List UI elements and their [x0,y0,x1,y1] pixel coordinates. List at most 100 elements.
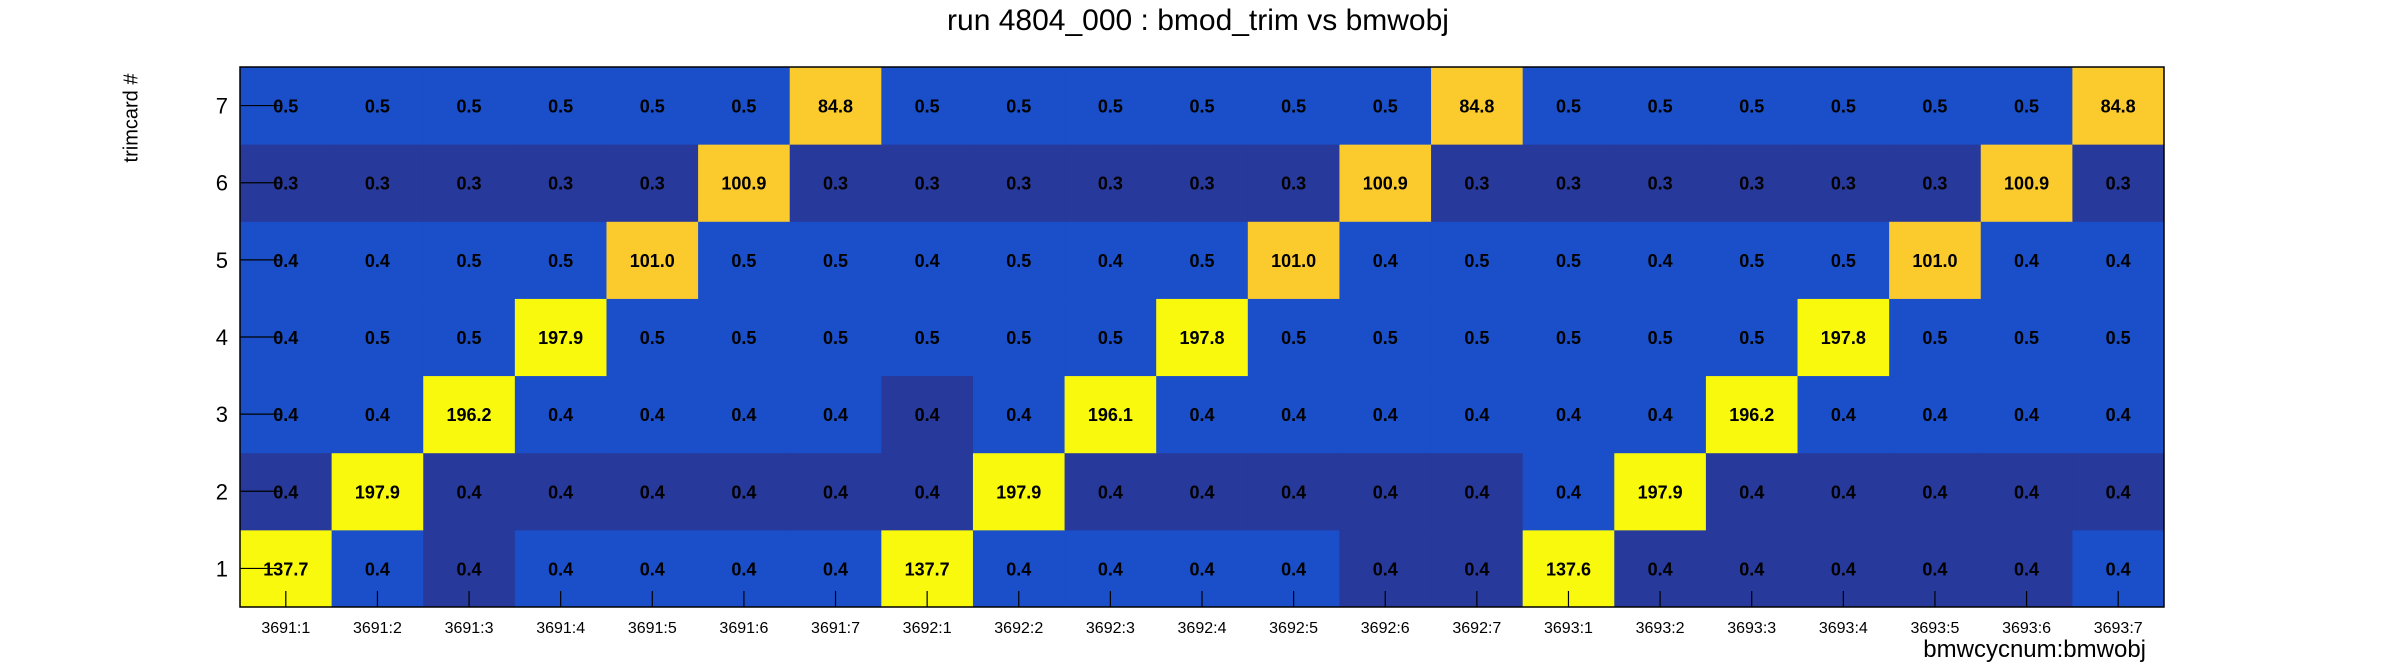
cell-value-label: 0.5 [1098,97,1123,117]
cell-value-label: 0.4 [1556,405,1581,425]
cell-value-label: 0.4 [365,251,390,271]
cell-value-label: 0.4 [1464,405,1489,425]
heatmap-cell [1705,452,1799,531]
heatmap-cell [881,67,974,145]
heatmap-cell [1064,452,1157,531]
y-tick-label: 6 [216,171,228,196]
cell-value-label: 0.4 [2106,559,2131,579]
heatmap-cell [789,298,882,377]
cell-value-label: 0.5 [823,328,848,348]
heatmap-cell [1431,67,1524,145]
cell-value-label: 0.4 [731,559,756,579]
cell-value-label: 0.4 [2014,405,2039,425]
x-tick-label: 3691:7 [811,620,860,637]
cell-value-label: 0.5 [731,328,756,348]
cell-value-label: 101.0 [1912,251,1957,271]
cell-value-label: 0.4 [365,405,390,425]
heatmap-cell [881,221,974,299]
cell-value-label: 0.5 [1556,328,1581,348]
heatmap-cell [1156,144,1249,222]
cell-value-label: 0.4 [1739,559,1764,579]
cell-value-label: 0.5 [1739,97,1764,117]
cell-value-label: 0.4 [1098,482,1123,502]
cell-value-label: 0.3 [1648,174,1673,194]
heatmap-cell [2072,221,2165,299]
x-tick-label: 3692:3 [1086,620,1135,637]
x-tick-label: 3691:2 [353,620,402,637]
cell-value-label: 0.4 [1373,251,1398,271]
cell-value-label: 0.4 [1739,482,1764,502]
cell-value-label: 197.9 [1638,482,1683,502]
cell-value-label: 0.4 [640,482,665,502]
x-tick-label: 3692:5 [1269,620,1318,637]
cell-value-label: 0.5 [365,328,390,348]
cell-value-label: 0.4 [1281,405,1306,425]
heatmap-cell [881,375,974,454]
cell-value-label: 0.5 [548,97,573,117]
cell-value-label: 0.3 [1464,174,1489,194]
cell-value-label: 0.4 [1648,251,1673,271]
heatmap-cell [972,67,1066,145]
cell-value-label: 0.4 [273,405,298,425]
cell-value-label: 0.5 [1006,251,1031,271]
heatmap-cell [1797,452,1890,531]
heatmap-cell [698,375,791,454]
heatmap-cell [1431,221,1524,299]
y-tick-label: 2 [216,479,228,504]
cell-value-label: 0.3 [640,174,665,194]
y-tick-label: 3 [216,402,228,427]
cell-value-label: 0.4 [548,482,573,502]
heatmap-cell [423,144,516,222]
cell-value-label: 0.5 [548,251,573,271]
cell-value-label: 101.0 [630,251,675,271]
heatmap-cell [1522,375,1615,454]
x-tick-label: 3692:1 [903,620,952,637]
cell-value-label: 0.3 [457,174,482,194]
x-tick-label: 3691:4 [536,620,585,637]
cell-value-label: 0.4 [823,559,848,579]
cell-value-label: 0.4 [2014,482,2039,502]
heatmap-cell [606,452,699,531]
cell-value-label: 196.1 [1088,405,1133,425]
heatmap-cell [514,298,607,377]
cell-value-label: 0.4 [1373,482,1398,502]
heatmap-cell [1156,375,1249,454]
cell-value-label: 0.4 [1098,251,1123,271]
y-tick-label: 5 [216,248,228,273]
cell-value-label: 0.5 [1464,251,1489,271]
heatmap-cell [1247,298,1340,377]
cell-value-label: 0.4 [1648,559,1673,579]
x-tick-label: 3693:4 [1819,620,1868,637]
heatmap-cell [972,452,1066,531]
cell-value-label: 0.4 [2014,559,2039,579]
cell-value-label: 0.5 [457,251,482,271]
cell-value-label: 0.4 [1006,405,1031,425]
cell-value-label: 0.3 [2106,174,2131,194]
cell-value-label: 0.4 [1189,482,1214,502]
cell-value-label: 0.5 [640,328,665,348]
heatmap-cell [1705,67,1799,145]
cell-value-label: 0.5 [823,251,848,271]
cell-value-label: 0.4 [1464,482,1489,502]
heatmap-cell [972,221,1066,299]
cell-value-label: 0.5 [1189,251,1214,271]
x-tick-label: 3691:6 [719,620,768,637]
cell-value-label: 0.3 [1098,174,1123,194]
cell-value-label: 0.3 [548,174,573,194]
cell-value-label: 0.4 [823,405,848,425]
cell-value-label: 196.2 [447,405,492,425]
cell-value-label: 0.5 [1922,328,1947,348]
cell-value-label: 0.5 [457,328,482,348]
heatmap-cell [1980,298,2073,377]
cell-value-label: 0.5 [640,97,665,117]
heatmap-cell [1247,452,1340,531]
y-tick-label: 1 [216,556,228,581]
cell-value-label: 0.5 [1648,328,1673,348]
heatmap-cell [1980,375,2073,454]
cell-value-label: 0.5 [1006,97,1031,117]
cell-value-label: 0.4 [365,559,390,579]
cell-value-label: 0.4 [1373,559,1398,579]
chart-title: run 4804_000 : bmod_trim vs bmwobj [947,4,1449,37]
cell-value-label: 0.4 [1098,559,1123,579]
